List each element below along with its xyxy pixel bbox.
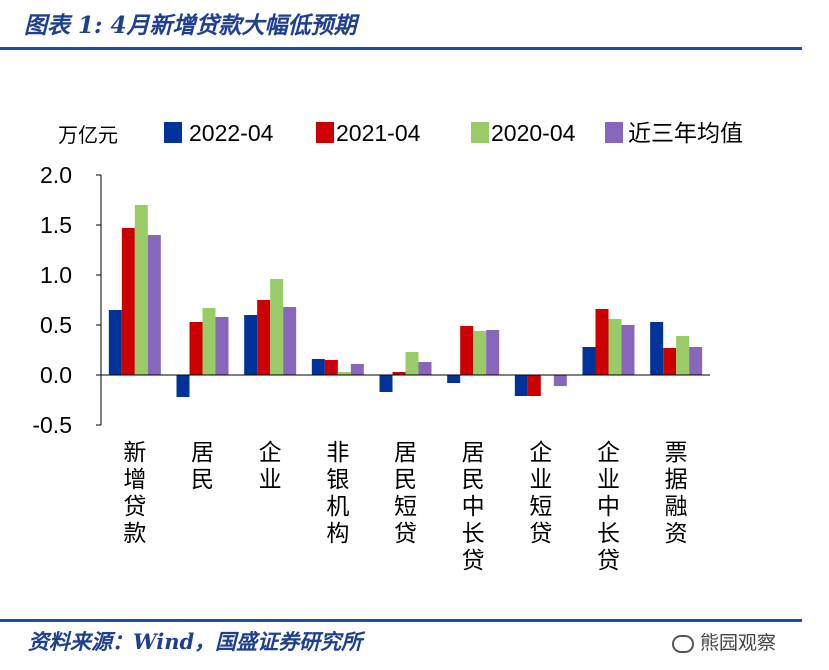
bar-2022-04 bbox=[379, 375, 393, 392]
figure-title: 图表 1: 4月新增贷款大幅低预期 bbox=[24, 12, 357, 39]
bar-2022-04 bbox=[514, 375, 528, 396]
x-category-label: 企业 bbox=[259, 440, 282, 493]
bar-2022-04 bbox=[311, 359, 325, 375]
x-category-label: 企业中长贷 bbox=[597, 440, 620, 574]
bar-2020-04 bbox=[608, 319, 622, 375]
bottom-divider bbox=[0, 619, 802, 622]
y-tick-label: 1.0 bbox=[40, 262, 72, 288]
bar-2022-04 bbox=[650, 322, 664, 375]
y-tick-label: 1.5 bbox=[40, 212, 72, 238]
bar-2020-04 bbox=[270, 279, 284, 375]
source-note: 资料来源：Wind，国盛证券研究所 bbox=[28, 629, 363, 654]
y-unit-label: 万亿元 bbox=[58, 123, 118, 147]
bar-2020-04 bbox=[134, 205, 148, 375]
legend-swatch bbox=[164, 122, 182, 143]
bar-2022-04 bbox=[176, 375, 190, 397]
top-divider bbox=[0, 47, 802, 50]
bar-2021-04 bbox=[121, 228, 135, 375]
x-category-label: 企业短贷 bbox=[529, 440, 552, 547]
bar-近三年均值 bbox=[689, 347, 703, 375]
bar-近三年均值 bbox=[486, 330, 500, 375]
legend-swatch bbox=[605, 122, 623, 143]
bar-2020-04 bbox=[405, 352, 419, 375]
bar-近三年均值 bbox=[350, 364, 364, 375]
bar-2022-04 bbox=[108, 310, 122, 375]
y-tick-label: 2.0 bbox=[40, 162, 72, 188]
bar-近三年均值 bbox=[418, 362, 432, 375]
x-category-label: 新增贷款 bbox=[123, 440, 146, 547]
y-tick-label: -0.5 bbox=[32, 412, 72, 438]
x-category-label: 居民 bbox=[191, 440, 214, 493]
watermark-text: 熊园观察 bbox=[700, 632, 777, 654]
y-tick-label: 0.5 bbox=[40, 312, 72, 338]
bar-2021-04 bbox=[324, 360, 338, 375]
x-category-label: 票据融资 bbox=[665, 440, 688, 547]
legend-label: 2021-04 bbox=[336, 120, 421, 146]
bar-近三年均值 bbox=[147, 235, 161, 375]
chat-bubble-icon bbox=[672, 634, 694, 653]
bar-2020-04 bbox=[202, 308, 216, 375]
bar-近三年均值 bbox=[621, 325, 635, 375]
legend-swatch bbox=[316, 122, 334, 143]
bar-近三年均值 bbox=[553, 375, 567, 386]
bar-2022-04 bbox=[244, 315, 258, 375]
legend-swatch bbox=[471, 122, 489, 143]
bar-2021-04 bbox=[460, 326, 474, 375]
bar-2021-04 bbox=[257, 300, 271, 375]
bar-2021-04 bbox=[189, 322, 203, 375]
watermark: 熊园观察 bbox=[672, 628, 776, 655]
bar-2021-04 bbox=[392, 372, 406, 375]
bar-近三年均值 bbox=[283, 307, 297, 375]
x-category-label: 居民短贷 bbox=[394, 440, 417, 547]
bar-近三年均值 bbox=[215, 317, 229, 375]
x-category-label: 非银机构 bbox=[326, 440, 349, 547]
bar-2022-04 bbox=[447, 375, 461, 383]
legend-label: 近三年均值 bbox=[628, 120, 743, 146]
bar-2021-04 bbox=[663, 348, 677, 375]
legend-label: 2022-04 bbox=[189, 120, 274, 146]
y-tick-label: 0.0 bbox=[40, 362, 72, 388]
bar-2021-04 bbox=[527, 375, 541, 396]
bar-2022-04 bbox=[582, 347, 596, 375]
x-category-label: 居民中长贷 bbox=[462, 440, 485, 574]
bar-2021-04 bbox=[595, 309, 609, 375]
bar-2020-04 bbox=[676, 336, 690, 375]
bar-2020-04 bbox=[473, 331, 487, 375]
bar-2020-04 bbox=[337, 372, 351, 375]
legend-label: 2020-04 bbox=[491, 120, 576, 146]
